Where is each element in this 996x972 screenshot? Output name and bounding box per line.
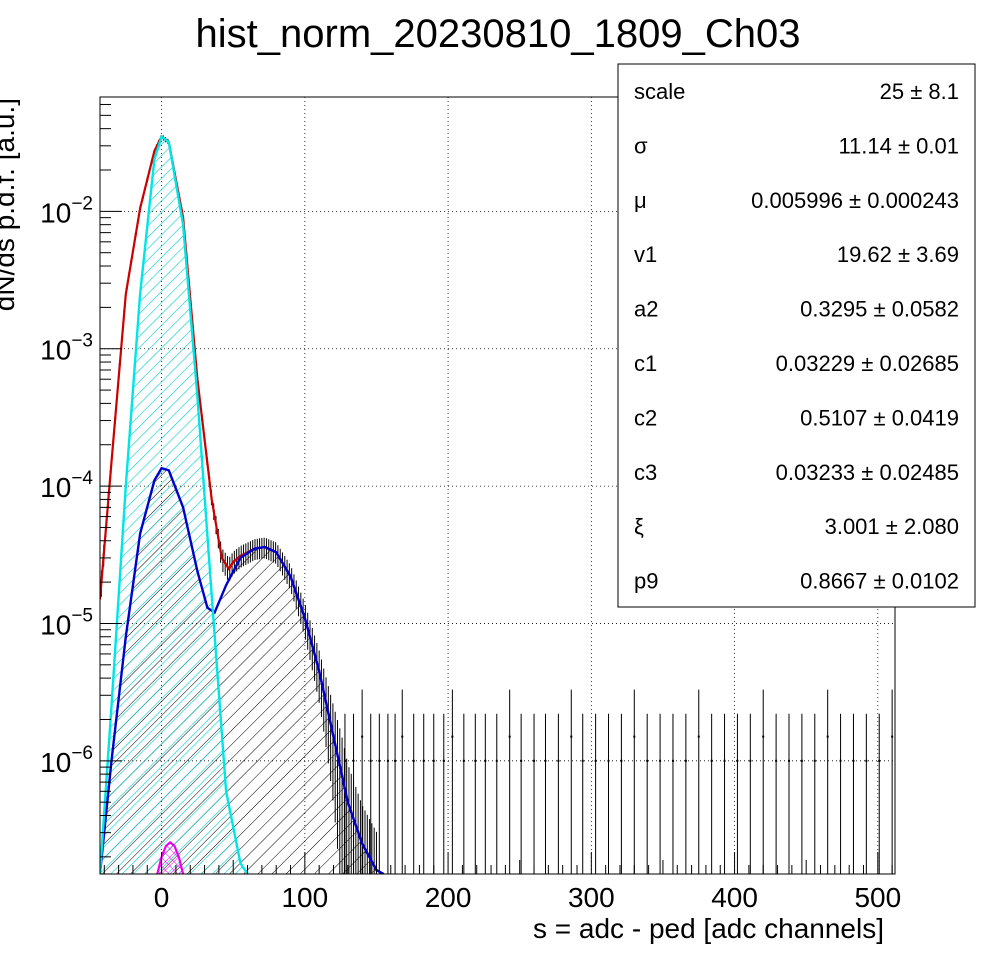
y-tick-label: 10−2 [40,193,93,228]
data-point [620,759,623,762]
stats-param-value: 25 ± 8.1 [880,79,959,104]
data-point [684,759,687,762]
stats-param-name: v1 [634,242,657,267]
stats-param-value: 0.3295 ± 0.0582 [800,297,959,322]
data-point [442,759,445,762]
stats-param-name: σ [634,133,648,158]
stats-param-value: 3.001 ± 2.080 [825,514,959,539]
stats-param-value: 0.03229 ± 0.02685 [776,351,959,376]
stats-box: scale 25 ± 8.1 σ 11.14 ± 0.01 μ 0.005996 ± 0.… [617,63,976,608]
data-point [723,759,726,762]
data-point [762,735,765,738]
x-tick-label: 300 [568,882,615,913]
stats-param-name: c1 [634,351,657,376]
data-point [557,759,560,762]
data-point [852,759,855,762]
y-axis-label: dN/ds p.d.f. [a.u.] [0,98,20,311]
stats-param-name: a2 [634,297,658,322]
fit-curves [100,134,385,874]
data-point [710,759,713,762]
data-point [788,759,790,762]
stats-box-frame [617,63,976,608]
data-point [736,759,739,762]
data-point [386,759,389,762]
stats-param-value: 19.62 ± 3.69 [837,242,959,267]
data-point [697,735,700,738]
stats-param-value: 0.5107 ± 0.0419 [800,405,959,430]
stats-param-name: c2 [634,405,657,430]
y-tick-label: 10−6 [40,743,93,778]
data-point [607,759,610,762]
data-point [533,759,536,762]
data-point [520,759,523,762]
data-point [462,759,465,762]
data-point [544,759,547,762]
data-points [100,135,894,874]
pedestal-curve [100,134,249,874]
y-tick-label: 10−5 [40,605,93,640]
data-point [839,759,842,762]
chart-title: hist_norm_20230810_1809_Ch03 [196,12,801,56]
data-point [891,735,894,738]
data-point [865,759,868,762]
stats-param-value: 11.14 ± 0.01 [838,133,959,158]
data-point [369,759,372,762]
data-point [878,759,881,762]
data-point [484,759,487,762]
data-point [401,735,404,738]
data-point [422,759,425,762]
data-point [633,735,636,738]
data-point [361,735,364,738]
stats-param-name: p9 [634,569,658,594]
stats-rows: scale 25 ± 8.1 σ 11.14 ± 0.01 μ 0.005996 ± 0.… [634,79,959,594]
stats-param-name: μ [634,188,647,213]
data-point [800,759,803,762]
stats-param-value: 0.03233 ± 0.02485 [776,460,959,485]
data-point [432,759,435,762]
x-axis-label: s = adc - ped [adc channels] [533,913,884,944]
data-point [352,759,355,762]
pedestal-hatched-area [100,136,248,874]
data-point [394,759,397,762]
data-point [671,759,674,762]
x-tick-label: 200 [425,882,472,913]
stats-param-value: 0.8667 ± 0.0102 [800,569,959,594]
data-point [646,759,649,762]
stats-param-value: 0.005996 ± 0.000243 [751,188,959,213]
data-point [813,759,816,762]
data-point [451,735,454,738]
x-tick-label: 500 [854,882,901,913]
data-point [659,759,662,762]
data-point [826,735,829,738]
data-point [412,759,415,762]
stats-param-name: c3 [634,460,657,485]
stats-param-name: scale [634,79,685,104]
data-point [570,735,573,738]
y-tick-label: 10−3 [40,331,93,366]
signal-curve [100,466,385,874]
x-tick-label: 400 [711,882,758,913]
data-point [581,759,584,762]
data-point [474,759,477,762]
data-point [343,759,346,762]
data-point [775,759,778,762]
x-tick-label: 100 [281,882,328,913]
data-point [594,759,597,762]
small-peak-hatched-area [157,842,184,874]
data-point [378,759,381,762]
data-point [495,759,498,762]
x-tick-label: 0 [154,882,170,913]
data-point [508,735,511,738]
data-point [749,759,752,762]
y-tick-label: 10−4 [40,468,93,503]
stats-param-name: ξ [634,514,644,539]
